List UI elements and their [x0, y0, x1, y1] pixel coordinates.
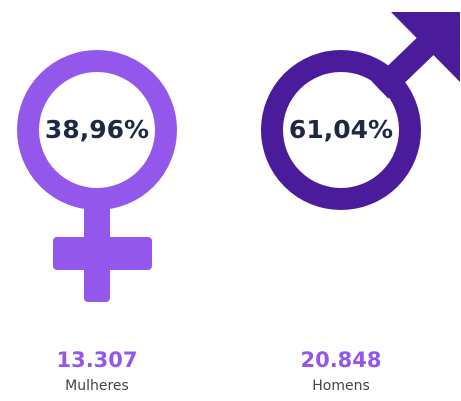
male-percent: 61,04% [289, 115, 393, 144]
male-symbol [261, 12, 460, 210]
male-ring [261, 50, 421, 210]
male-arrowhead [391, 12, 460, 82]
female-count: 13.307 [56, 348, 137, 372]
male-label: Homens [312, 378, 370, 394]
female-ring [17, 50, 177, 210]
female-label: Mulheres [65, 378, 129, 394]
male-count: 20.848 [300, 348, 381, 372]
female-percent: 38,96% [45, 115, 149, 144]
female-symbol [17, 50, 177, 302]
female-crossbar [53, 237, 152, 270]
